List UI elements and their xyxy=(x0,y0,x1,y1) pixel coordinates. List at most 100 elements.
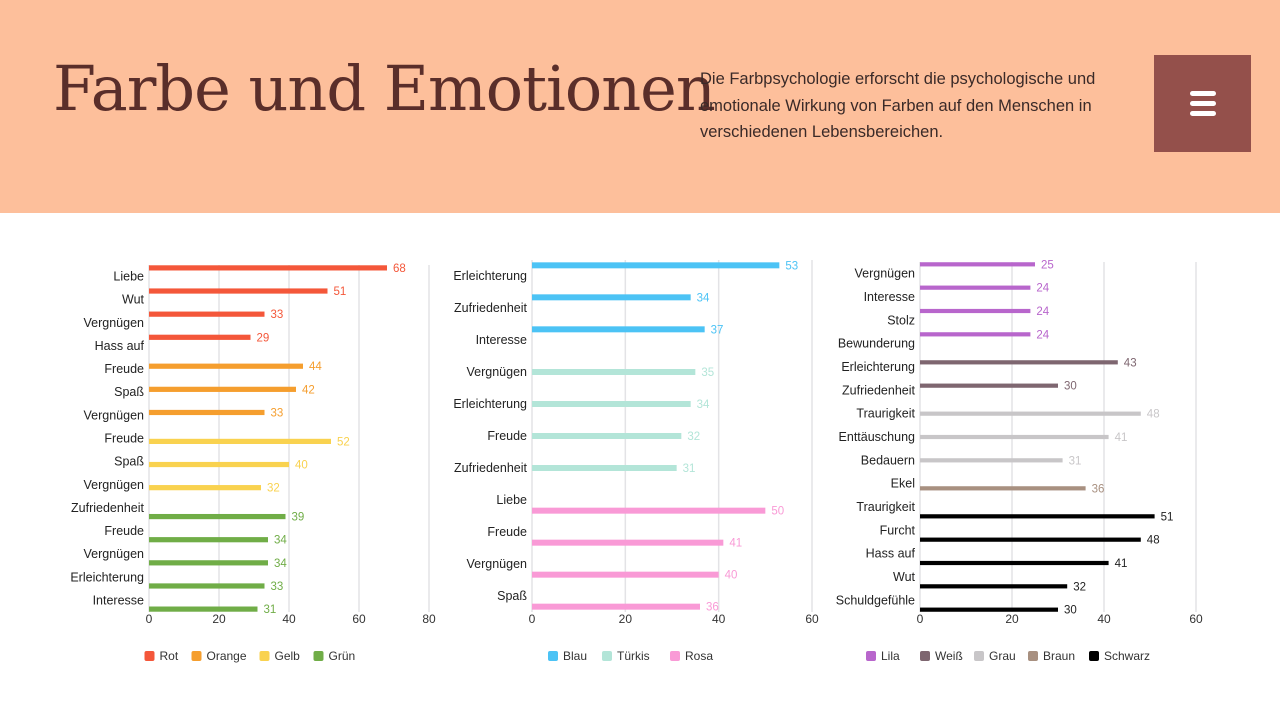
legend-label: Schwarz xyxy=(1104,649,1150,663)
bar-Grau xyxy=(920,411,1141,416)
bar-Weiß xyxy=(920,383,1058,388)
bar-Schwarz xyxy=(920,560,1109,566)
category-label: Zufriedenheit xyxy=(842,383,915,397)
legend-label: Lila xyxy=(881,649,900,663)
bar-Lila xyxy=(920,308,1031,314)
data-label: 51 xyxy=(1161,511,1174,523)
data-label: 33 xyxy=(271,407,284,419)
bar-Gelb xyxy=(149,438,331,444)
category-label: Erleichterung xyxy=(841,360,915,374)
bar-Türkis xyxy=(532,369,696,375)
data-label: 29 xyxy=(257,332,270,344)
x-tick-label: 20 xyxy=(212,612,226,626)
category-label: Traurigkeit xyxy=(856,407,915,421)
bar-Gelb xyxy=(149,461,289,468)
bar-Lila xyxy=(920,285,1031,290)
category-label: Liebe xyxy=(113,270,144,284)
legend-swatch xyxy=(602,651,612,661)
bar-Rosa xyxy=(532,507,766,514)
legend-swatch xyxy=(670,651,680,661)
category-label: Freude xyxy=(104,524,144,538)
data-label: 32 xyxy=(267,483,280,495)
data-label: 32 xyxy=(1073,581,1086,593)
bar-Grün xyxy=(149,583,265,589)
bar-Rosa xyxy=(532,603,700,610)
category-label: Ekel xyxy=(891,477,915,491)
header-banner: Farbe und Emotionen Die Farbpsychologie … xyxy=(0,0,1280,213)
x-tick-label: 60 xyxy=(1189,612,1203,626)
data-label: 34 xyxy=(274,558,287,570)
data-label: 30 xyxy=(1064,381,1077,393)
data-label: 35 xyxy=(701,367,714,379)
bar-Türkis xyxy=(532,465,677,471)
legend-label: Blau xyxy=(563,649,587,663)
category-label: Hass auf xyxy=(95,339,145,353)
category-label: Bewunderung xyxy=(838,337,915,351)
bar-Schwarz xyxy=(920,607,1058,612)
category-label: Traurigkeit xyxy=(856,500,915,514)
data-label: 48 xyxy=(1147,409,1160,421)
category-label: Vergnügen xyxy=(467,365,528,379)
bar-Schwarz xyxy=(920,584,1068,589)
legend-swatch xyxy=(866,651,876,661)
x-tick-label: 20 xyxy=(619,612,633,626)
data-label: 51 xyxy=(334,286,347,298)
bar-Türkis xyxy=(532,401,691,407)
menu-button[interactable] xyxy=(1154,55,1251,152)
legend-swatch xyxy=(920,651,930,661)
category-label: Bedauern xyxy=(861,453,915,467)
x-tick-label: 40 xyxy=(1097,612,1111,626)
legend-swatch xyxy=(1089,651,1099,661)
bar-Orange xyxy=(149,409,265,416)
hamburger-menu-icon xyxy=(1189,101,1216,106)
bar-Blau xyxy=(532,326,705,333)
category-label: Freude xyxy=(104,362,144,376)
category-label: Vergnügen xyxy=(84,478,145,492)
x-tick-label: 0 xyxy=(917,612,924,626)
legend-swatch xyxy=(1028,651,1038,661)
legend-swatch xyxy=(191,651,202,661)
category-label: Spaß xyxy=(114,455,144,469)
data-label: 68 xyxy=(393,263,406,275)
data-label: 24 xyxy=(1036,329,1049,341)
legend-swatch xyxy=(259,651,270,661)
data-label: 48 xyxy=(1147,535,1160,547)
legend-label: Türkis xyxy=(617,649,650,663)
category-label: Furcht xyxy=(880,523,916,537)
data-label: 50 xyxy=(771,506,784,518)
x-tick-label: 20 xyxy=(1005,612,1019,626)
category-label: Vergnügen xyxy=(467,557,528,571)
legend-label: Grau xyxy=(989,649,1016,663)
category-label: Interesse xyxy=(476,333,527,347)
category-label: Zufriedenheit xyxy=(71,501,144,515)
bar-Lila xyxy=(920,262,1035,267)
bar-Rot xyxy=(149,334,251,340)
data-label: 37 xyxy=(711,324,724,336)
data-label: 24 xyxy=(1036,306,1049,318)
bar-Gelb xyxy=(149,485,261,491)
bar-Rot xyxy=(149,288,328,294)
legend-label: Orange xyxy=(207,649,247,663)
bar-Rosa xyxy=(532,539,724,546)
bar-Lila xyxy=(920,332,1031,337)
data-label: 52 xyxy=(337,436,350,448)
data-label: 36 xyxy=(706,602,719,614)
category-label: Freude xyxy=(487,429,527,443)
bar-Schwarz xyxy=(920,514,1155,519)
x-tick-label: 40 xyxy=(712,612,726,626)
legend-label: Gelb xyxy=(275,649,301,663)
data-label: 24 xyxy=(1036,283,1049,295)
category-label: Erleichterung xyxy=(453,397,527,411)
data-label: 30 xyxy=(1064,605,1077,617)
data-label: 34 xyxy=(697,399,710,411)
category-label: Vergnügen xyxy=(855,267,916,281)
category-label: Stolz xyxy=(887,313,915,327)
data-label: 41 xyxy=(729,538,742,550)
chart-1: 0 20 40 60 80 Liebe Wut Vergnügen Hass auf Freude… xyxy=(70,263,436,663)
category-label: Erleichterung xyxy=(453,269,527,283)
category-label: Hass auf xyxy=(866,547,916,561)
category-label: Enttäuschung xyxy=(839,430,915,444)
x-tick-label: 60 xyxy=(805,612,819,626)
data-label: 25 xyxy=(1041,259,1054,271)
